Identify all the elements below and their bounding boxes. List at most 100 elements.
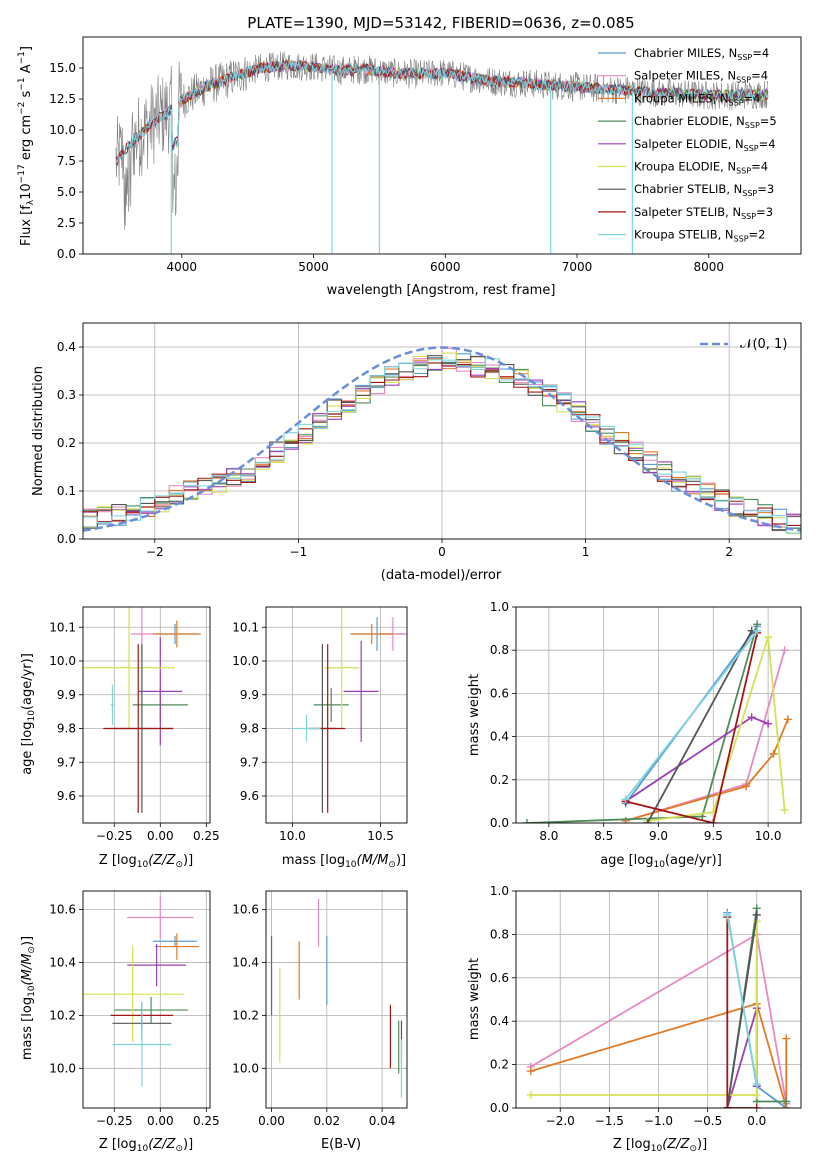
- mass-vs-z-xlabel: Z [log10(Z/Z⊙)]: [99, 1137, 193, 1154]
- y-tick-label: 0.2: [57, 436, 76, 450]
- model-spectrum-kroupa_stelib: [115, 58, 769, 163]
- spectrum-panel: 4000 5000 6000 7000 8000 0.0 2.5 5.0 7.5 10.0 12.5…: [49, 36, 802, 274]
- y-tick-label: 1.0: [490, 600, 509, 614]
- weight-point-salpeter_stelib: [723, 1104, 732, 1108]
- age-vs-z-panel: −0.25 0.00 0.25 9.6 9.7 9.8 9.9 10.0 10.1: [49, 606, 220, 843]
- weight-line-salpeter_stelib: [726, 917, 757, 1108]
- axes-frame: [515, 890, 802, 1109]
- y-tick-label: 0.4: [490, 730, 509, 744]
- x-tick-label: −2.0: [546, 1114, 575, 1128]
- residual-histogram-salpeter_stelib: [83, 362, 801, 527]
- x-tick-label: −0.25: [96, 829, 133, 843]
- residual-histogram-kroupa_stelib: [83, 358, 801, 534]
- y-tick-label: 0.0: [57, 532, 76, 546]
- x-tick-label: 2: [725, 545, 733, 559]
- x-tick-label: 10.0: [755, 829, 782, 843]
- legend-entry-salpeter_stelib: Salpeter STELIB, NSSP=3: [634, 205, 773, 221]
- y-tick-label: 0.2: [490, 773, 509, 787]
- y-tick-label: 10.0: [232, 1061, 259, 1075]
- weight-point-chabrier_stelib: [752, 910, 761, 919]
- x-tick-label: 0.00: [147, 829, 174, 843]
- spectrum-ylabel: Flux [fλ10−17 erg cm−2 s−1 A−1]: [17, 46, 36, 246]
- weight-line-chabrier_stelib: [726, 914, 758, 1108]
- weight-point-kroupa_elodie: [780, 806, 789, 815]
- y-tick-label: 2.5: [57, 216, 76, 230]
- y-tick-label: 9.7: [57, 755, 76, 769]
- weight-line-kroupa_miles: [530, 1002, 788, 1108]
- x-tick-label: 0.02: [313, 1114, 340, 1128]
- y-tick-label: 0.3: [57, 388, 76, 402]
- weight-point-chabrier_elodie: [522, 819, 531, 823]
- weight-point-kroupa_stelib: [752, 1080, 761, 1089]
- y-tick-label: 9.6: [57, 789, 76, 803]
- x-tick-label: 7000: [562, 260, 593, 274]
- x-tick-label: 9.0: [649, 829, 668, 843]
- weight-point-chabrier_stelib: [643, 819, 652, 823]
- residuals-xlabel: (data-model)/error: [381, 568, 502, 583]
- weight-line-kroupa_stelib: [726, 914, 758, 1085]
- x-tick-label: 0.25: [193, 829, 220, 843]
- weight-line-kroupa_stelib: [624, 630, 758, 800]
- legend-entry-salpeter_elodie: Salpeter ELODIE, NSSP=4: [634, 137, 776, 153]
- residuals-panel: −2 −1 0 1 2 0.0 0.1 0.2 0.3 0.4: [57, 322, 802, 559]
- x-tick-label: 8000: [694, 260, 725, 274]
- y-tick-label: 9.8: [57, 722, 76, 736]
- mass-vs-ebv-panel: 0.00 0.02 0.04 10.0 10.2 10.4 10.6: [232, 890, 408, 1128]
- weight-point-salpeter_elodie: [764, 719, 773, 728]
- y-tick-label: 0.0: [490, 816, 509, 830]
- x-tick-label: −1.5: [595, 1114, 624, 1128]
- residuals-ylabel: Normed distribution: [31, 366, 46, 496]
- y-tick-label: 10.2: [49, 1008, 76, 1022]
- x-tick-label: 10.0: [279, 829, 306, 843]
- x-tick-label: 0: [438, 545, 446, 559]
- massweight-vs-age-ylabel: mass weight: [467, 674, 482, 756]
- y-tick-label: 5.0: [57, 185, 76, 199]
- weight-point-kroupa_elodie: [752, 1090, 761, 1099]
- y-tick-label: 0.2: [490, 1058, 509, 1072]
- axes-frame: [82, 890, 211, 1109]
- massweight-vs-z-ylabel: mass weight: [467, 958, 482, 1040]
- x-tick-label: −2: [146, 545, 164, 559]
- x-tick-label: 9.5: [704, 829, 723, 843]
- weight-line-kroupa_miles: [625, 718, 789, 822]
- x-tick-label: 8.5: [594, 829, 613, 843]
- y-tick-label: 10.0: [49, 654, 76, 668]
- y-tick-label: 10.4: [49, 955, 76, 969]
- y-tick-label: 0.8: [490, 643, 509, 657]
- y-tick-label: 9.9: [57, 688, 76, 702]
- axes-frame: [265, 890, 408, 1109]
- legend-entry-kroupa_miles: Kroupa MILES, NSSP=4: [634, 91, 760, 107]
- y-tick-label: 0.4: [57, 340, 76, 354]
- weight-line-salpeter_stelib: [625, 632, 759, 823]
- massweight-vs-age-panel: 8.0 8.5 9.0 9.5 10.0 0.0 0.2 0.4 0.6 0.8 1.0: [490, 600, 802, 843]
- y-tick-label: 0.6: [490, 971, 509, 985]
- weight-point-salpeter_elodie: [747, 713, 756, 722]
- spectrum-title: PLATE=1390, MJD=53142, FIBERID=0636, z=0…: [247, 14, 634, 32]
- weight-point-kroupa_stelib: [723, 910, 732, 919]
- x-tick-label: 0.00: [258, 1114, 285, 1128]
- y-tick-label: 10.1: [232, 620, 259, 634]
- mass-vs-z-panel: −0.25 0.00 0.25 10.0 10.2 10.4 10.6: [49, 890, 220, 1128]
- model-spectrum-chabrier_stelib: [115, 59, 769, 167]
- y-tick-label: 10.4: [232, 955, 259, 969]
- mass-vs-z-ylabel: mass [log10(M/M⊙)]: [20, 936, 37, 1060]
- weight-point-chabrier_elodie: [782, 1097, 791, 1106]
- y-tick-label: 9.7: [240, 755, 259, 769]
- x-tick-label: 0.25: [193, 1114, 220, 1128]
- x-tick-label: −0.25: [96, 1114, 133, 1128]
- massweight-vs-age-xlabel: age [log10(age/yr)]: [600, 853, 722, 870]
- y-tick-label: 0.8: [490, 927, 509, 941]
- massweight-vs-z-panel: −2.0 −1.5 −1.0 −0.5 0.0 0.0 0.2 0.4 0.6 0.8 1.0: [490, 884, 802, 1128]
- weight-line-kroupa_elodie: [647, 636, 786, 822]
- weight-line-kroupa_elodie: [530, 921, 758, 1096]
- y-tick-label: 10.0: [232, 654, 259, 668]
- legend-entry-kroupa_stelib: Kroupa STELIB, NSSP=2: [634, 228, 765, 244]
- y-tick-label: 10.6: [49, 903, 76, 917]
- legend-entry-kroupa_elodie: Kroupa ELODIE, NSSP=4: [634, 160, 768, 176]
- y-tick-label: 9.8: [240, 722, 259, 736]
- axes-frame: [82, 36, 802, 255]
- age-vs-mass-xlabel: mass [log10(M/M⊙)]: [282, 853, 406, 870]
- x-tick-label: 0.04: [369, 1114, 396, 1128]
- residual-histogram-salpeter_elodie: [83, 361, 801, 527]
- spectrum-xlabel: wavelength [Angstrom, rest frame]: [327, 283, 556, 298]
